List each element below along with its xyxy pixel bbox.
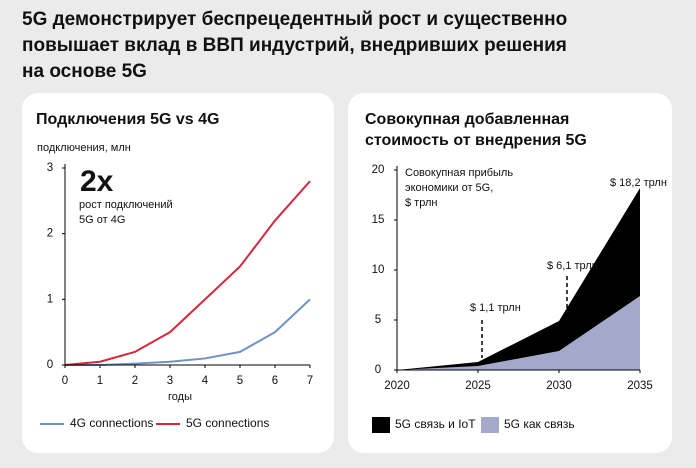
x-tick-label: 6	[272, 375, 278, 387]
legend-label: 5G как связь	[504, 417, 575, 431]
x-tick-label: 7	[307, 375, 313, 387]
legend-swatch	[372, 417, 390, 433]
x-tick-label: 2025	[465, 380, 491, 392]
annotation: 5G от 4G	[79, 214, 125, 226]
chart-title: Подключения 5G vs 4G	[36, 111, 219, 128]
note: Совокупная прибыль	[405, 167, 513, 179]
chart-title: Совокупная добавленная	[365, 111, 569, 128]
page-title: на основе 5G	[22, 61, 147, 82]
y-tick-label: 20	[372, 164, 385, 176]
x-tick-label: 5	[237, 375, 243, 387]
note: экономики от 5G,	[405, 182, 493, 194]
y-tick-label: 0	[375, 364, 381, 376]
area	[397, 296, 640, 370]
x-tick-label: 2035	[627, 380, 653, 392]
annotation: $ 1,1 трлн	[470, 302, 521, 314]
x-tick-label: 3	[167, 375, 173, 387]
page-title: повышает вклад в ВВП индустрий, внедривш…	[22, 35, 567, 56]
legend-label: 5G connections	[186, 416, 269, 430]
y-tick-label: 10	[372, 264, 385, 276]
y-axis-label: подключения, млн	[37, 142, 131, 154]
legend-label: 4G connections	[70, 416, 153, 430]
annotation: $ 6,1 трлн	[547, 260, 598, 272]
y-tick-label: 15	[372, 214, 385, 226]
annotation: рост подключений	[79, 199, 173, 211]
x-tick-label: 2020	[384, 380, 410, 392]
series-line	[64, 180, 311, 366]
annotation: $ 18,2 трлн	[610, 177, 667, 189]
y-tick-label: 1	[47, 293, 53, 305]
x-axis-label: годы	[168, 391, 192, 403]
x-tick-label: 0	[62, 375, 68, 387]
card	[22, 93, 334, 453]
area	[397, 188, 640, 370]
annotation-title: 2x	[80, 165, 114, 198]
x-tick-label: 4	[202, 375, 209, 387]
x-tick-label: 1	[97, 375, 103, 387]
y-tick-label: 0	[47, 359, 53, 371]
y-tick-label: 5	[375, 314, 381, 326]
legend-label: 5G связь и IoT	[395, 417, 476, 431]
chart-title: стоимость от внедрения 5G	[365, 132, 587, 149]
page-title: 5G демонстрирует беспрецедентный рост и …	[22, 9, 567, 30]
note: $ трлн	[405, 197, 437, 209]
x-tick-label: 2	[132, 375, 138, 387]
y-tick-label: 2	[47, 228, 53, 240]
x-tick-label: 2030	[546, 380, 572, 392]
legend-swatch	[481, 417, 499, 433]
y-tick-label: 3	[47, 162, 53, 174]
